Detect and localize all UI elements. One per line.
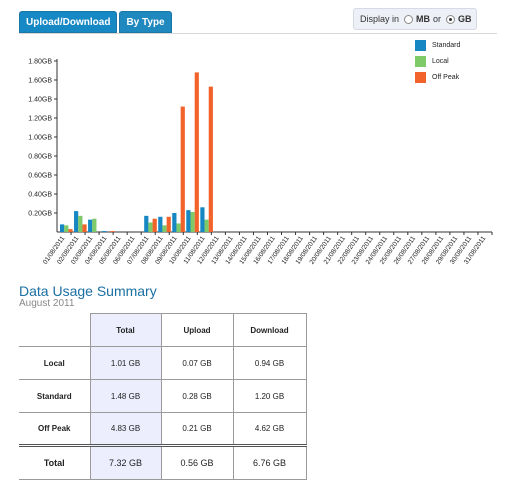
bar-off-peak <box>180 106 185 232</box>
row-download: 0.94 GB <box>232 346 307 380</box>
total-download: 6.76 GB <box>232 444 307 480</box>
bar-standard <box>74 211 79 232</box>
bar-standard <box>186 210 191 232</box>
y-tick-label: 0.40GB <box>28 192 52 199</box>
row-label: Local <box>19 346 91 380</box>
bar-standard <box>158 216 163 232</box>
bar-off-peak <box>166 216 171 232</box>
bar-off-peak <box>82 224 87 232</box>
bar-local <box>190 212 195 232</box>
legend-item-offpeak: Off Peak <box>415 70 460 84</box>
bar-standard <box>102 231 107 232</box>
bar-local <box>148 222 153 232</box>
row-total: 1.48 GB <box>89 379 162 413</box>
row-total: 1.01 GB <box>89 346 162 380</box>
legend-swatch-standard <box>415 39 426 51</box>
usage-chart-area <box>19 33 497 278</box>
bar-standard <box>200 207 205 232</box>
legend-label-local: Local <box>432 57 449 65</box>
y-tick-label: 1.20GB <box>28 116 52 123</box>
mb-label: MB <box>416 14 431 24</box>
table-row: Local 1.01 GB 0.07 GB 0.94 GB <box>19 346 307 380</box>
bar-local <box>162 225 167 232</box>
tab-by-type[interactable]: By Type <box>119 11 172 33</box>
tab-upload-download[interactable]: Upload/Download <box>19 11 118 33</box>
table-row: Off Peak 4.83 GB 0.21 GB 4.62 GB <box>19 412 307 446</box>
bar-off-peak <box>208 86 213 233</box>
bar-off-peak <box>110 231 115 232</box>
table-header-row: Total Upload Download <box>19 313 307 347</box>
summary-subtitle: August 2011 <box>19 298 75 309</box>
y-tick-label: 0.80GB <box>28 154 52 161</box>
legend-swatch-local <box>415 55 426 67</box>
bar-local <box>92 218 97 232</box>
mb-radio[interactable] <box>404 14 414 24</box>
table-total-row: Total 7.32 GB 0.56 GB 6.76 GB <box>19 444 307 480</box>
legend-item-standard: Standard <box>415 38 460 52</box>
y-tick-label: 1.00GB <box>28 135 52 142</box>
row-label: Standard <box>19 379 91 413</box>
total-upload: 0.56 GB <box>160 444 234 480</box>
gb-label: GB <box>458 14 472 24</box>
summary-title: Data Usage Summary <box>19 283 157 299</box>
row-upload: 0.07 GB <box>160 346 234 380</box>
legend-label-offpeak: Off Peak <box>432 73 460 81</box>
display-units-label: Display in <box>360 14 400 24</box>
bar-local <box>78 215 83 232</box>
row-upload: 0.28 GB <box>160 379 234 413</box>
table-row: Standard 1.48 GB 0.28 GB 1.20 GB <box>19 379 307 413</box>
y-tick-label: 1.80GB <box>28 59 52 66</box>
total-label: Total <box>19 444 91 480</box>
y-tick-label: 1.60GB <box>28 78 52 85</box>
table-header-download: Download <box>232 313 307 347</box>
bar-standard <box>144 215 149 232</box>
chart-legend: Standard Local Off Peak <box>415 38 460 86</box>
units-separator: or <box>433 14 442 24</box>
bar-standard <box>88 219 93 232</box>
row-download: 1.20 GB <box>232 379 307 413</box>
bar-standard <box>172 213 177 232</box>
y-tick-label: 1.40GB <box>28 97 52 104</box>
legend-swatch-offpeak <box>415 71 426 83</box>
bar-local <box>204 219 209 232</box>
bar-local <box>176 223 181 232</box>
legend-label-standard: Standard <box>432 41 461 49</box>
row-label: Off Peak <box>19 412 91 446</box>
bar-off-peak <box>194 72 199 233</box>
legend-item-local: Local <box>415 54 460 68</box>
y-tick-label: 0.20GB <box>28 211 52 218</box>
view-tabs: Upload/Download By Type <box>19 11 172 33</box>
usage-summary-table: Total Upload Download Local 1.01 GB 0.07… <box>19 313 307 480</box>
y-tick-label: 0.60GB <box>28 173 52 180</box>
bar-off-peak <box>68 229 73 232</box>
table-header-empty <box>19 313 91 347</box>
bar-local <box>64 225 69 232</box>
gb-radio[interactable] <box>446 14 456 24</box>
display-units-toggle: Display in MB or GB <box>353 8 477 30</box>
table-header-total: Total <box>89 313 162 347</box>
bar-off-peak <box>152 218 157 232</box>
usage-chart: 0.20GB 0.40GB 0.60GB 0.80GB 1.00GB 1.20GB 1.40… <box>28 59 493 266</box>
row-total: 4.83 GB <box>89 412 162 446</box>
row-download: 4.62 GB <box>232 412 307 446</box>
bar-standard <box>60 224 65 232</box>
row-upload: 0.21 GB <box>160 412 234 446</box>
total-total: 7.32 GB <box>89 444 162 480</box>
table-header-upload: Upload <box>160 313 234 347</box>
